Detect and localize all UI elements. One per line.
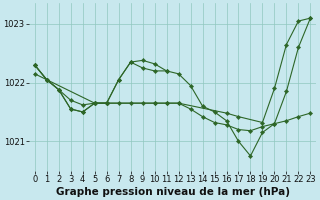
X-axis label: Graphe pression niveau de la mer (hPa): Graphe pression niveau de la mer (hPa) [56,187,290,197]
